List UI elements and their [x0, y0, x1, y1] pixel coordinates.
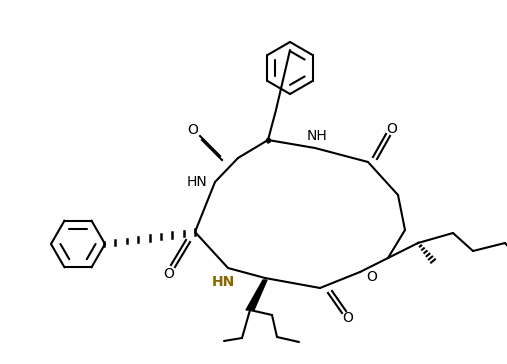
Text: O: O	[188, 123, 198, 137]
Text: HN: HN	[211, 275, 235, 289]
Text: NH: NH	[307, 129, 328, 143]
Text: O: O	[343, 311, 353, 325]
Polygon shape	[246, 280, 267, 310]
Text: O: O	[164, 267, 174, 281]
Text: O: O	[367, 270, 377, 284]
Text: O: O	[386, 122, 397, 136]
Text: HN: HN	[187, 175, 207, 189]
